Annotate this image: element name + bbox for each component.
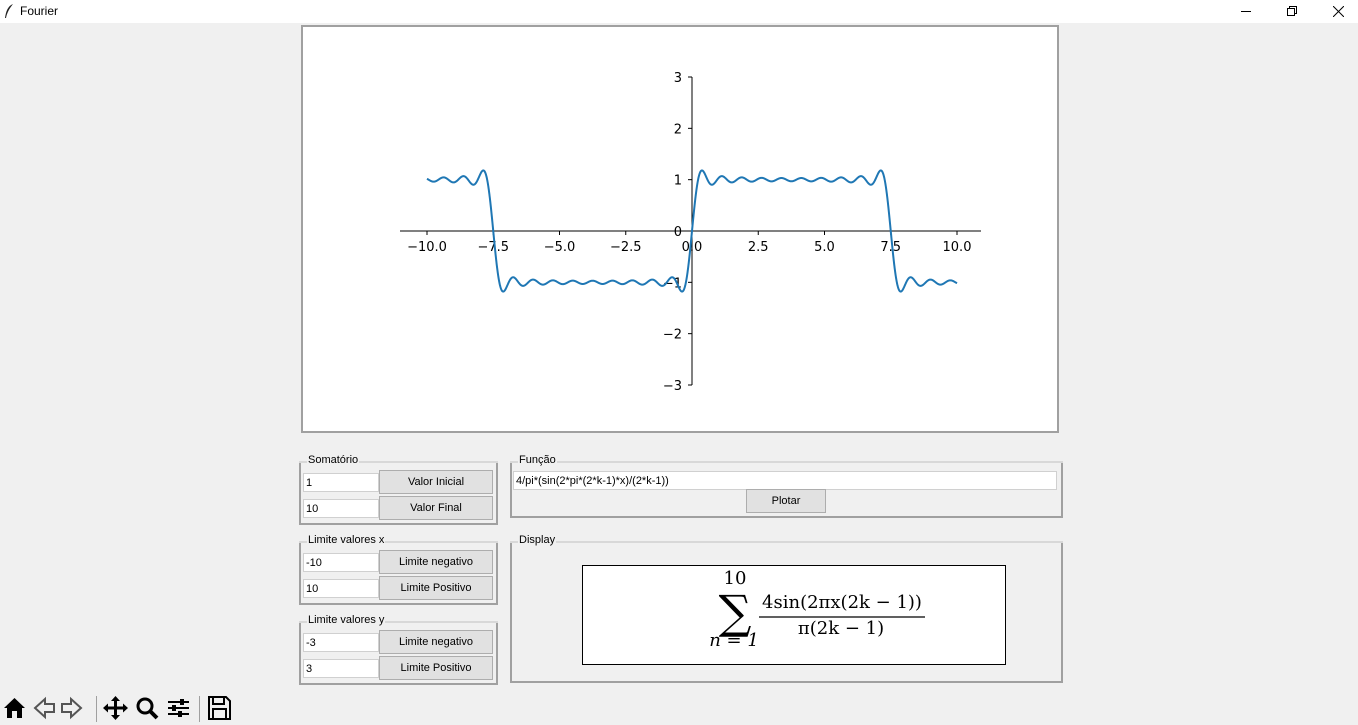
configure-subplots-icon: [168, 699, 189, 717]
x-tick-label: 5.0: [814, 240, 835, 255]
pan-icon: [103, 696, 128, 720]
window-title: Fourier: [20, 4, 59, 18]
final-value-button[interactable]: Valor Final: [379, 496, 493, 520]
forward-arrow-icon: [61, 696, 83, 720]
x-tick-label: −7.5: [477, 240, 509, 255]
toolbar-separator: [199, 696, 200, 722]
minimize-button[interactable]: [1224, 0, 1270, 23]
y-positive-input[interactable]: 3: [303, 659, 379, 678]
limite-x-group: Limite valores x: [299, 534, 498, 605]
series-line: [426, 169, 958, 293]
fourier-plot: −10.0 −7.5 −5.0 −2.5 0.0 2.5 5.0 7.5 10.03210−1−…: [400, 71, 981, 394]
formula-render: 10 ∑ n = 1 4sin(2πx(2k − 1)) π(2k − 1): [709, 568, 925, 651]
y-negative-input[interactable]: -3: [303, 633, 379, 652]
plot-axes: −10.0 −7.5 −5.0 −2.5 0.0 2.5 5.0 7.5 10.03210−1−…: [400, 71, 981, 394]
x-tick-label: 7.5: [880, 240, 901, 255]
display-group: Display: [510, 534, 1063, 683]
save-button[interactable]: [206, 694, 233, 722]
x-tick-label: −10.0: [407, 240, 447, 255]
y-tick-label: −3: [663, 379, 682, 394]
initial-value-input[interactable]: 1: [303, 473, 379, 492]
back-arrow-icon: [33, 696, 55, 720]
x-positive-input[interactable]: 10: [303, 579, 379, 598]
x-tick-label: −5.0: [544, 240, 576, 255]
toolbar-separator: [96, 696, 97, 722]
x-tick-label: −2.5: [610, 240, 642, 255]
pan-button[interactable]: [102, 694, 129, 722]
feather-icon: [5, 4, 13, 18]
y-tick-label: 0: [674, 225, 682, 240]
plot-button[interactable]: Plotar: [746, 489, 826, 513]
x-tick-label: 2.5: [748, 240, 769, 255]
minimize-icon: [1241, 11, 1251, 12]
initial-value-button[interactable]: Valor Inicial: [379, 470, 493, 494]
restore-icon: [1287, 6, 1297, 16]
limite-y-group: Limite valores y: [299, 614, 498, 685]
x-negative-input[interactable]: -10: [303, 553, 379, 572]
y-negative-button[interactable]: Limite negativo: [379, 630, 493, 654]
home-button[interactable]: [1, 694, 28, 722]
y-tick-label: 3: [674, 71, 682, 86]
somatorio-title: Somatório: [307, 454, 360, 467]
function-input[interactable]: 4/pi*(sin(2*pi*(2*k-1)*x)/(2*k-1)): [513, 471, 1057, 490]
sum-lower-limit: n = 1: [709, 630, 759, 651]
limite-x-title: Limite valores x: [307, 534, 386, 547]
somatorio-group: Somatório: [299, 454, 498, 525]
close-icon: [1333, 6, 1344, 17]
y-tick-label: 1: [674, 174, 682, 189]
y-tick-label: 2: [674, 122, 682, 137]
formula-display: 10 ∑ n = 1 4sin(2πx(2k − 1)) π(2k − 1): [582, 565, 1006, 665]
formula-numerator: 4sin(2πx(2k − 1)): [762, 592, 922, 613]
display-title: Display: [518, 534, 557, 547]
configure-subplots-button[interactable]: [165, 694, 192, 722]
zoom-button[interactable]: [134, 694, 161, 722]
save-icon: [208, 696, 231, 720]
x-negative-button[interactable]: Limite negativo: [379, 550, 493, 574]
home-icon: [4, 698, 25, 718]
x-tick-label: 10.0: [943, 240, 972, 255]
forward-button[interactable]: [59, 694, 86, 722]
y-positive-button[interactable]: Limite Positivo: [379, 656, 493, 680]
plot-canvas[interactable]: −10.0 −7.5 −5.0 −2.5 0.0 2.5 5.0 7.5 10.0 3 2 1 0 −1−…: [301, 25, 1059, 433]
formula-denominator: π(2k − 1): [798, 618, 884, 639]
close-button[interactable]: [1316, 0, 1358, 23]
funcao-group: Função: [510, 454, 1063, 518]
limite-y-title: Limite valores y: [307, 614, 386, 627]
sum-upper-limit: 10: [724, 568, 747, 589]
funcao-title: Função: [518, 454, 557, 467]
back-button[interactable]: [30, 694, 57, 722]
y-tick-label: −2: [663, 328, 682, 343]
final-value-input[interactable]: 10: [303, 499, 379, 518]
restore-button[interactable]: [1270, 0, 1316, 23]
title-bar: Fourier: [0, 0, 1358, 23]
sigma-icon: ∑: [719, 585, 752, 639]
x-tick-label: 0.0: [682, 240, 703, 255]
zoom-icon: [136, 697, 159, 720]
x-positive-button[interactable]: Limite Positivo: [379, 576, 493, 600]
